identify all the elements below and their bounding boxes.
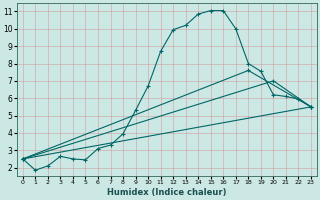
- X-axis label: Humidex (Indice chaleur): Humidex (Indice chaleur): [107, 188, 227, 197]
